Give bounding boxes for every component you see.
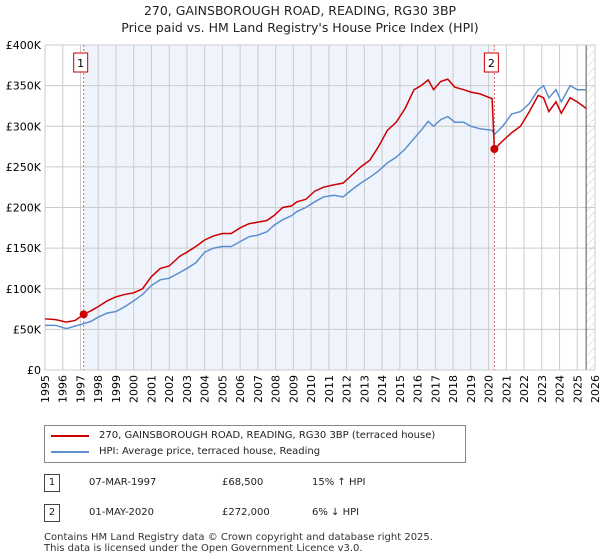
footer: Contains HM Land Registry data © Crown c… bbox=[44, 532, 433, 554]
x-tick-label: 2010 bbox=[305, 375, 318, 403]
x-tick-label: 2003 bbox=[181, 375, 194, 403]
annotation-label: 2 bbox=[488, 57, 495, 70]
x-tick-label: 2024 bbox=[554, 375, 567, 403]
x-tick-label: 1999 bbox=[110, 375, 123, 403]
x-tick-label: 2000 bbox=[128, 375, 141, 403]
x-tick-label: 2001 bbox=[145, 375, 158, 403]
x-tick-label: 2020 bbox=[483, 375, 496, 403]
price: £68,500 bbox=[222, 477, 264, 488]
y-tick-label: £350K bbox=[6, 80, 42, 93]
hpi-diff: 6% ↓ HPI bbox=[312, 507, 360, 518]
price: £272,000 bbox=[222, 507, 270, 518]
chart: 1995 1996 1997 1998 1999 2000 2001 2002 2003 2004… bbox=[6, 39, 600, 403]
y-tick-label: £100K bbox=[6, 283, 42, 296]
x-tick-label: 2013 bbox=[358, 375, 371, 403]
transaction-row: 1 07-MAR-1997 £68,500 15% ↑ HPI bbox=[44, 474, 444, 494]
y-tick-label: £200K bbox=[6, 202, 42, 215]
marker-badge: 1 bbox=[44, 474, 60, 492]
x-tick-label: 1997 bbox=[74, 375, 87, 403]
legend-item-property: 270, GAINSBOROUGH ROAD, READING, RG30 3B… bbox=[51, 430, 435, 441]
x-tick-label: 2006 bbox=[234, 375, 247, 403]
x-tick-label: 2002 bbox=[163, 375, 176, 403]
annotation-box bbox=[483, 52, 499, 73]
subtitle: Price paid vs. HM Land Registry's House … bbox=[121, 20, 479, 35]
y-tick-label: £400K bbox=[6, 39, 42, 52]
hpi-diff: 15% ↑ HPI bbox=[312, 477, 366, 488]
x-tick-label: 2023 bbox=[536, 375, 549, 403]
y-tick-label: £50K bbox=[13, 323, 42, 336]
x-tick-label: 2011 bbox=[323, 375, 336, 403]
y-tick-label: £300K bbox=[6, 120, 42, 133]
footer-licence: This data is licensed under the Open Gov… bbox=[44, 543, 363, 554]
sale-point bbox=[79, 310, 88, 319]
legend-label: 270, GAINSBOROUGH ROAD, READING, RG30 3B… bbox=[99, 430, 436, 441]
date: 01-MAY-2020 bbox=[89, 507, 155, 518]
x-tick-label: 2016 bbox=[412, 375, 425, 403]
annotation-label: 1 bbox=[77, 57, 84, 70]
y-tick-label: £150K bbox=[6, 242, 42, 255]
legend: 270, GAINSBOROUGH ROAD, READING, RG30 3B… bbox=[44, 425, 466, 463]
x-tick-label: 2022 bbox=[518, 375, 531, 403]
x-tick-label: 2015 bbox=[394, 375, 407, 403]
x-tick-label: 1995 bbox=[39, 375, 52, 403]
x-tick-label: 2026 bbox=[589, 375, 600, 403]
x-tick-label: 2017 bbox=[429, 375, 442, 403]
x-tick-label: 1996 bbox=[57, 375, 70, 403]
series-line bbox=[45, 84, 587, 330]
footer-copyright: Contains HM Land Registry data © Crown c… bbox=[44, 532, 433, 543]
x-tick-label: 2007 bbox=[252, 375, 265, 403]
x-tick-label: 2005 bbox=[216, 375, 229, 403]
title: 270, GAINSBOROUGH ROAD, READING, RG30 3B… bbox=[143, 3, 457, 18]
sale-point bbox=[490, 145, 499, 153]
marker-badge: 2 bbox=[44, 504, 60, 522]
x-tick-label: 2019 bbox=[465, 375, 478, 403]
chart-title: 270, GAINSBOROUGH ROAD, READING, RG30 3B… bbox=[0, 2, 600, 36]
legend-item-hpi: HPI: Average price, terraced house, Read… bbox=[51, 446, 320, 457]
x-tick-label: 2021 bbox=[500, 375, 513, 403]
x-tick-label: 2012 bbox=[341, 375, 354, 403]
x-tick-label: 1998 bbox=[92, 375, 105, 403]
y-tick-label: £250K bbox=[6, 161, 42, 174]
transaction-row: 2 01-MAY-2020 £272,000 6% ↓ HPI bbox=[44, 504, 444, 524]
legend-label: HPI: Average price, terraced house, Read… bbox=[99, 446, 321, 457]
plot-frame bbox=[44, 44, 596, 371]
y-tick-label: £0 bbox=[27, 364, 41, 377]
x-tick-label: 2018 bbox=[447, 375, 460, 403]
annotation-box bbox=[73, 52, 89, 73]
x-tick-label: 2004 bbox=[199, 375, 212, 403]
date: 07-MAR-1997 bbox=[89, 477, 157, 488]
x-tick-label: 2014 bbox=[376, 375, 389, 403]
x-tick-label: 2009 bbox=[287, 375, 300, 403]
series-line bbox=[44, 78, 587, 323]
x-tick-label: 2008 bbox=[270, 375, 283, 403]
x-tick-label: 2025 bbox=[571, 375, 584, 403]
